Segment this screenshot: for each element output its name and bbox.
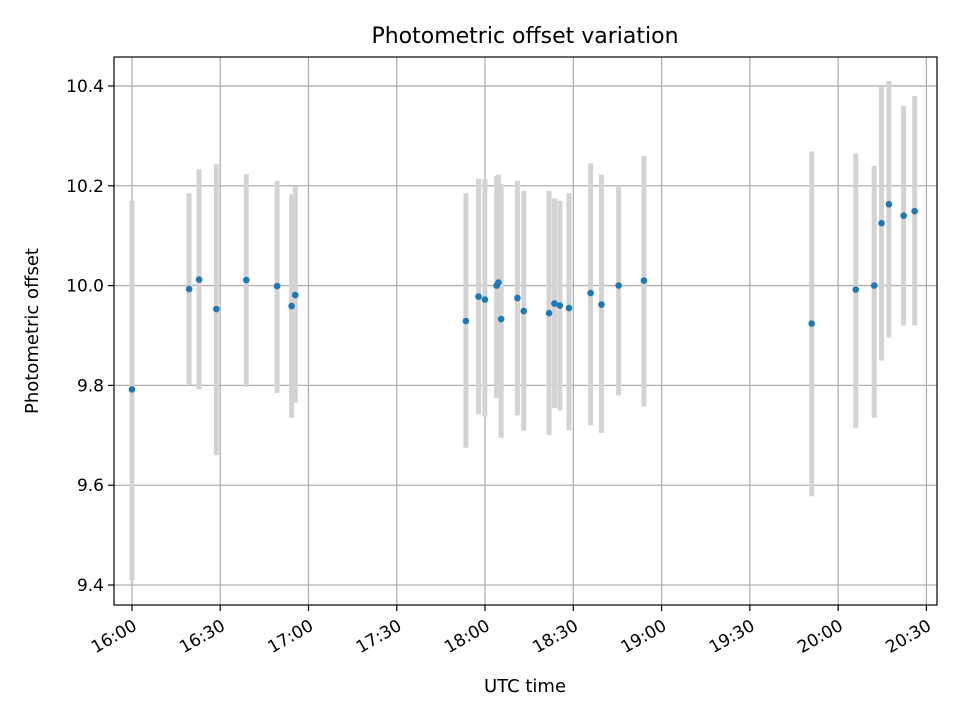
x-tick-label: 19:30 [706, 616, 758, 658]
errorbar-layer [129, 80, 918, 581]
x-tick-label: 16:30 [176, 616, 228, 658]
y-axis-label: Photometric offset [22, 248, 43, 414]
data-point [911, 207, 918, 215]
data-point [481, 296, 489, 303]
data-point [520, 307, 528, 315]
plot-frame [113, 56, 938, 606]
data-point [273, 282, 281, 290]
data-point [242, 276, 250, 284]
data-point [852, 286, 860, 293]
data-point [497, 315, 505, 323]
data-point [185, 285, 193, 293]
data-point [195, 276, 203, 283]
x-tick-label: 18:30 [529, 616, 581, 658]
y-tick-label: 10.0 [66, 277, 104, 297]
data-point [587, 289, 594, 297]
data-point [870, 282, 878, 289]
point-layer [128, 200, 918, 393]
x-tick-label: 17:30 [353, 616, 405, 658]
data-point [640, 277, 648, 284]
y-tick-label: 10.4 [66, 77, 104, 97]
data-point [885, 200, 893, 208]
data-point [808, 320, 815, 327]
data-point [545, 309, 553, 317]
x-tick-label: 18:00 [441, 616, 493, 658]
data-point [128, 386, 136, 393]
data-point [288, 302, 295, 310]
data-point [900, 212, 907, 220]
data-point [615, 282, 622, 289]
x-tick-label: 17:00 [265, 616, 317, 658]
y-tick-label: 9.8 [77, 376, 104, 396]
data-point [493, 282, 500, 289]
x-tick-label: 16:00 [88, 616, 140, 658]
data-point [556, 302, 564, 309]
data-point [475, 293, 482, 300]
data-point [598, 301, 605, 308]
y-tick-label: 10.2 [66, 177, 104, 197]
data-point [878, 219, 885, 227]
tick-layer: 16:00 16:30 17:00 17:30 18:00 18:30 19:00 19:30… [66, 77, 935, 658]
y-tick-label: 9.6 [77, 476, 104, 496]
data-point [565, 304, 573, 312]
data-point [514, 294, 521, 302]
x-tick-label: 20:30 [882, 616, 934, 658]
chart-title: Photometric offset variation [371, 24, 678, 49]
data-point [462, 317, 470, 325]
y-tick-label: 9.4 [77, 576, 104, 596]
x-axis-label: UTC time [484, 676, 566, 697]
x-tick-label: 20:00 [794, 616, 846, 658]
data-point [551, 300, 558, 307]
data-point [291, 291, 299, 299]
x-tick-label: 19:00 [618, 616, 670, 658]
data-point [213, 305, 220, 313]
